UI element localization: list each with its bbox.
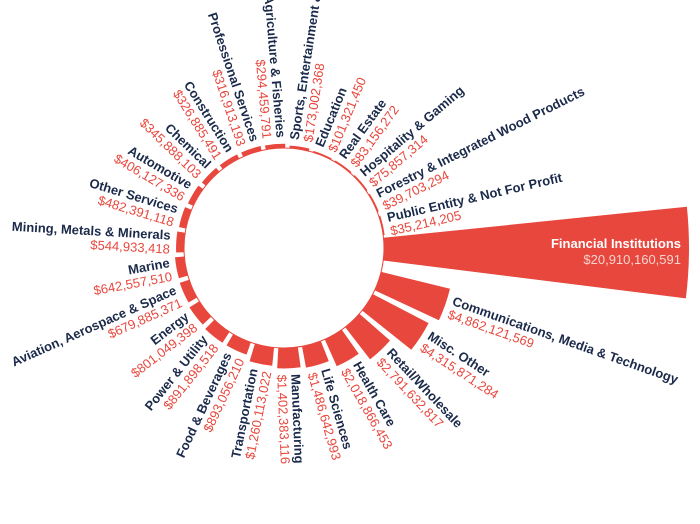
bar-financial-institutions	[383, 206, 689, 299]
bar-forestry-integrated-wood-products	[368, 193, 379, 213]
bar-mining-metals-minerals	[176, 231, 186, 253]
bar-hospitality-gaming	[353, 175, 368, 192]
bar-public-entity-not-for-profit	[378, 215, 385, 236]
bar-energy	[189, 301, 212, 325]
bar-power-utility	[205, 319, 230, 343]
category-label: Marine	[127, 255, 171, 277]
bar-construction	[219, 154, 240, 169]
bar-food-beverages	[226, 334, 251, 355]
bar-transportation	[249, 343, 275, 366]
value-label: $294,459,791	[253, 59, 275, 140]
bar-education	[312, 150, 332, 160]
label-manufacturing: Manufacturing$1,402,383,116	[274, 374, 307, 465]
bar-communications-media-technology	[374, 271, 450, 321]
value-label: $1,402,383,116	[274, 374, 293, 464]
bar-other-services	[179, 207, 192, 229]
label-financial-institutions: Financial Institutions$20,910,160,591	[551, 236, 681, 267]
bar-agriculture-fisheries	[264, 143, 286, 150]
bar-chemical	[201, 167, 220, 186]
value-label: $544,933,418	[90, 237, 170, 256]
bar-life-sciences	[302, 340, 329, 368]
category-label: Manufacturing	[288, 374, 307, 464]
label-mining-metals-minerals: Mining, Metals & Minerals$544,933,418	[11, 219, 171, 257]
category-label: Financial Institutions	[551, 236, 681, 251]
bar-automotive	[187, 185, 204, 206]
bar-marine	[175, 256, 188, 279]
inner-ring	[183, 147, 385, 349]
bar-sports-entertainment-events	[289, 145, 310, 152]
bar-manufacturing	[277, 347, 301, 369]
value-label: $20,910,160,591	[583, 252, 681, 267]
bar-real-estate	[334, 160, 352, 174]
bar-professional-services	[241, 146, 262, 157]
bar-aviation-aerospace-space	[179, 279, 198, 303]
bar-health-care	[324, 329, 359, 367]
bar-retail-wholesale	[345, 313, 391, 360]
bar-misc-other	[362, 294, 429, 350]
